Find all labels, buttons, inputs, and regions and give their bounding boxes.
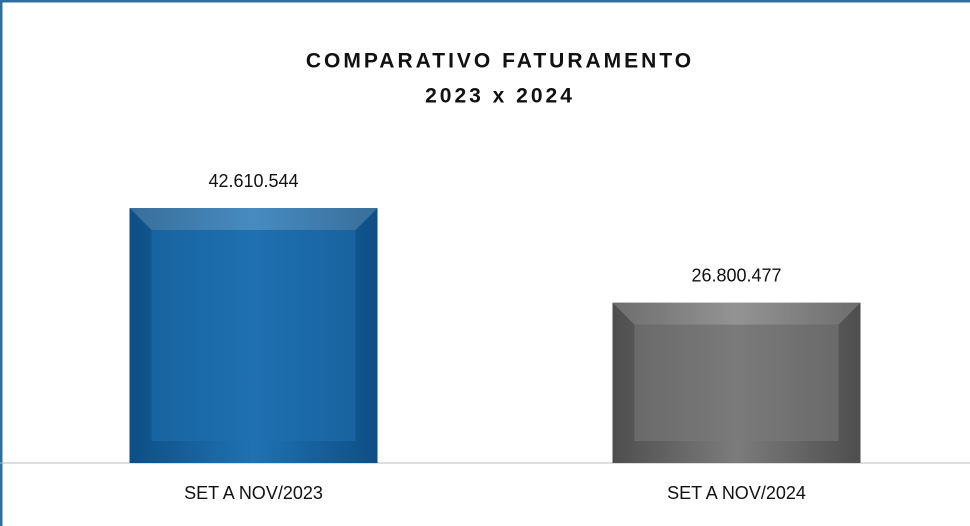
bar-face bbox=[634, 324, 839, 441]
value-label: 26.800.477 bbox=[691, 265, 781, 285]
chart-title: COMPARATIVO FATURAMENTO bbox=[306, 50, 694, 73]
x-tick-label: SET A NOV/2024 bbox=[667, 483, 806, 503]
bar-bevel bbox=[129, 208, 378, 230]
bar-face bbox=[151, 230, 356, 441]
value-label: 42.610.544 bbox=[208, 171, 298, 191]
bar-bevel bbox=[612, 302, 861, 325]
chart-subtitle: 2023 x 2024 bbox=[425, 85, 575, 108]
x-tick-label: SET A NOV/2023 bbox=[184, 483, 323, 503]
